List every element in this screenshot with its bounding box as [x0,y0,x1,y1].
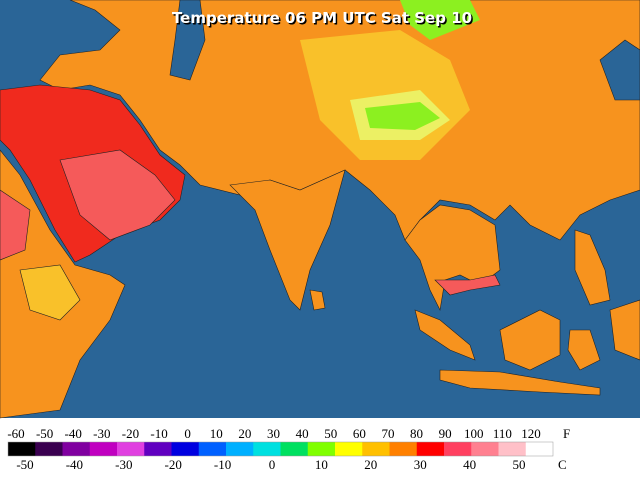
c-label: 0 [269,457,276,472]
f-label: 20 [238,426,251,441]
color-swatch [389,442,418,456]
f-label: -20 [122,426,139,441]
f-label: 40 [296,426,309,441]
c-label: 40 [463,457,476,472]
color-swatch [253,442,281,456]
color-swatch [335,442,363,456]
c-label: -30 [115,457,132,472]
f-label: 10 [210,426,223,441]
f-label: 100 [464,426,484,441]
color-swatch [144,442,172,456]
f-label: -60 [7,426,24,441]
c-label: 50 [513,457,526,472]
c-label: -10 [214,457,231,472]
c-label: -50 [16,457,33,472]
f-unit: F [563,426,570,441]
f-label: 90 [439,426,452,441]
f-label: -30 [93,426,110,441]
color-swatch [35,442,63,456]
c-label: -40 [66,457,83,472]
color-swatch [498,442,527,456]
color-swatch [8,442,36,456]
f-label: 50 [324,426,337,441]
f-label: 120 [521,426,541,441]
color-swatch [362,442,390,456]
color-swatch [171,442,200,456]
plateau-cool [365,102,440,130]
f-label: 70 [381,426,394,441]
color-swatch [89,442,118,456]
color-swatch [280,442,309,456]
north-cool [400,0,480,40]
color-bar-frame [7,441,554,457]
c-unit: C [558,457,567,472]
f-label: -10 [150,426,167,441]
color-swatch [471,442,499,456]
color-swatch [444,442,472,456]
color-swatch [62,442,91,456]
f-label: 60 [353,426,366,441]
c-label: 20 [364,457,377,472]
title-shadow: Temperature 06 PM UTC Sat Sep 10 [173,11,473,29]
color-swatch [117,442,145,456]
legend: F C -60 -50 -40 -30 -20 -10 0 10 20 30 40 50 60 70 80 9… [7,426,570,472]
c-label: 30 [414,457,427,472]
f-label: 0 [184,426,191,441]
color-swatch [416,442,445,456]
f-label: 80 [410,426,423,441]
f-label: -50 [36,426,53,441]
color-swatch [307,442,336,456]
f-label: 30 [267,426,280,441]
c-label: -20 [165,457,182,472]
title: Temperature 06 PM UTC Sat Sep 10 [172,9,472,27]
color-swatch [525,442,554,456]
color-swatch [226,442,254,456]
f-label: -40 [65,426,82,441]
c-label: 10 [315,457,328,472]
f-label: 110 [493,426,512,441]
color-swatch [198,442,227,456]
